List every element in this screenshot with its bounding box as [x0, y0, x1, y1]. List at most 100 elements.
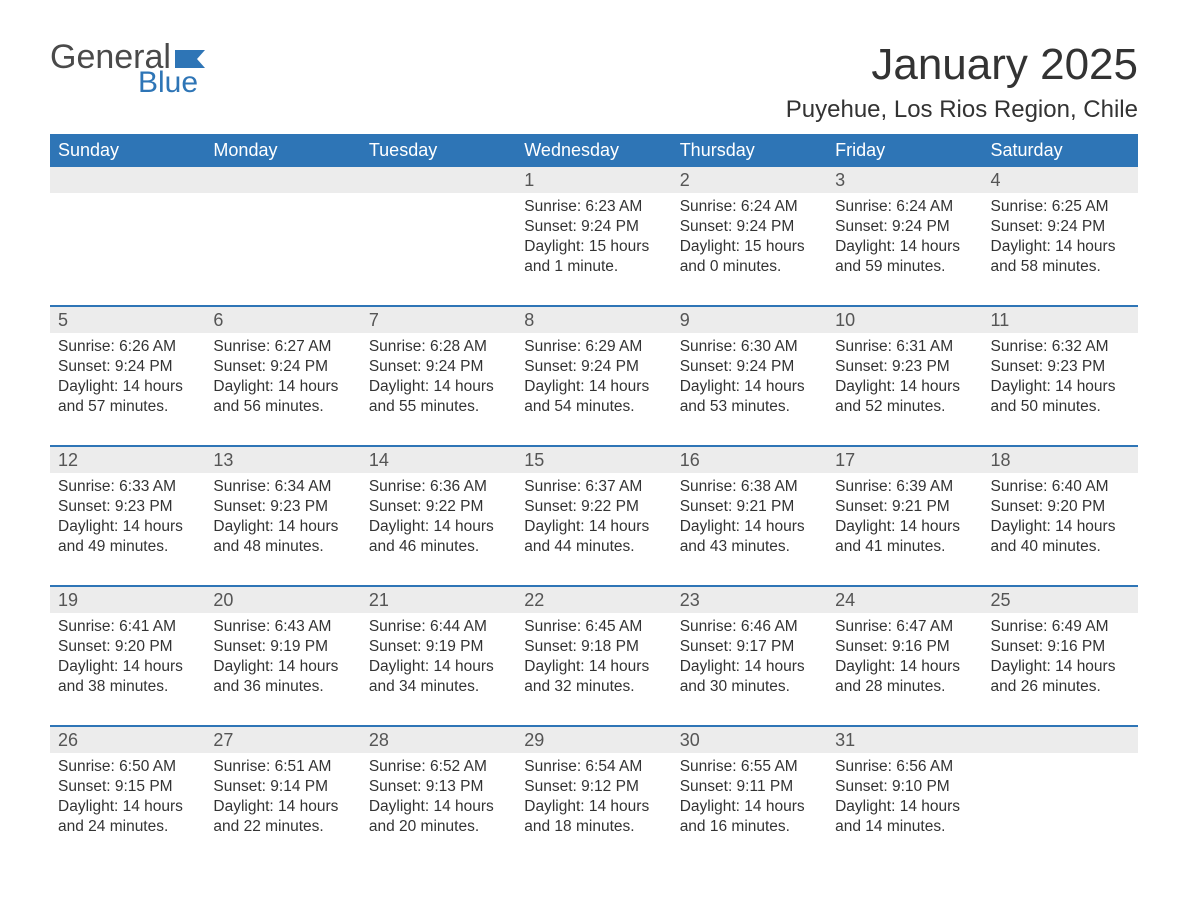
- day-body: Sunrise: 6:32 AMSunset: 9:23 PMDaylight:…: [983, 333, 1138, 424]
- day-body: Sunrise: 6:23 AMSunset: 9:24 PMDaylight:…: [516, 193, 671, 284]
- calendar-cell: 31Sunrise: 6:56 AMSunset: 9:10 PMDayligh…: [827, 727, 982, 865]
- day-day2: and 58 minutes.: [991, 257, 1130, 277]
- day-sunrise: Sunrise: 6:28 AM: [369, 337, 508, 357]
- day-sunset: Sunset: 9:19 PM: [369, 637, 508, 657]
- day-sunrise: Sunrise: 6:47 AM: [835, 617, 974, 637]
- day-number: 20: [205, 587, 360, 613]
- day-sunrise: Sunrise: 6:56 AM: [835, 757, 974, 777]
- day-day2: and 40 minutes.: [991, 537, 1130, 557]
- calendar-cell: 25Sunrise: 6:49 AMSunset: 9:16 PMDayligh…: [983, 587, 1138, 725]
- calendar-cell: 11Sunrise: 6:32 AMSunset: 9:23 PMDayligh…: [983, 307, 1138, 445]
- day-sunset: Sunset: 9:24 PM: [58, 357, 197, 377]
- day-number: 30: [672, 727, 827, 753]
- day-body: Sunrise: 6:33 AMSunset: 9:23 PMDaylight:…: [50, 473, 205, 564]
- calendar-cell: 23Sunrise: 6:46 AMSunset: 9:17 PMDayligh…: [672, 587, 827, 725]
- day-sunrise: Sunrise: 6:29 AM: [524, 337, 663, 357]
- day-day1: Daylight: 14 hours: [58, 517, 197, 537]
- day-day1: Daylight: 14 hours: [213, 377, 352, 397]
- day-day2: and 55 minutes.: [369, 397, 508, 417]
- day-body: Sunrise: 6:30 AMSunset: 9:24 PMDaylight:…: [672, 333, 827, 424]
- day-sunrise: Sunrise: 6:26 AM: [58, 337, 197, 357]
- day-day1: Daylight: 14 hours: [213, 657, 352, 677]
- day-sunset: Sunset: 9:23 PM: [58, 497, 197, 517]
- day-day1: Daylight: 14 hours: [213, 797, 352, 817]
- calendar-cell: 26Sunrise: 6:50 AMSunset: 9:15 PMDayligh…: [50, 727, 205, 865]
- calendar-cell: 16Sunrise: 6:38 AMSunset: 9:21 PMDayligh…: [672, 447, 827, 585]
- day-sunrise: Sunrise: 6:33 AM: [58, 477, 197, 497]
- day-header: Saturday: [983, 134, 1138, 167]
- day-sunrise: Sunrise: 6:55 AM: [680, 757, 819, 777]
- day-sunset: Sunset: 9:12 PM: [524, 777, 663, 797]
- calendar-week-row: 1Sunrise: 6:23 AMSunset: 9:24 PMDaylight…: [50, 167, 1138, 305]
- day-day2: and 0 minutes.: [680, 257, 819, 277]
- calendar-cell: 21Sunrise: 6:44 AMSunset: 9:19 PMDayligh…: [361, 587, 516, 725]
- day-day2: and 38 minutes.: [58, 677, 197, 697]
- day-day2: and 57 minutes.: [58, 397, 197, 417]
- day-header: Wednesday: [516, 134, 671, 167]
- day-sunrise: Sunrise: 6:24 AM: [835, 197, 974, 217]
- day-day1: Daylight: 15 hours: [524, 237, 663, 257]
- day-body: Sunrise: 6:27 AMSunset: 9:24 PMDaylight:…: [205, 333, 360, 424]
- day-day2: and 16 minutes.: [680, 817, 819, 837]
- day-number: 2: [672, 167, 827, 193]
- day-number: 3: [827, 167, 982, 193]
- day-sunset: Sunset: 9:24 PM: [213, 357, 352, 377]
- day-day2: and 48 minutes.: [213, 537, 352, 557]
- day-body: Sunrise: 6:40 AMSunset: 9:20 PMDaylight:…: [983, 473, 1138, 564]
- day-sunset: Sunset: 9:24 PM: [991, 217, 1130, 237]
- day-sunset: Sunset: 9:20 PM: [991, 497, 1130, 517]
- day-header: Friday: [827, 134, 982, 167]
- day-sunrise: Sunrise: 6:54 AM: [524, 757, 663, 777]
- day-body: Sunrise: 6:41 AMSunset: 9:20 PMDaylight:…: [50, 613, 205, 704]
- day-day1: Daylight: 14 hours: [680, 517, 819, 537]
- calendar-cell: 8Sunrise: 6:29 AMSunset: 9:24 PMDaylight…: [516, 307, 671, 445]
- day-day2: and 20 minutes.: [369, 817, 508, 837]
- day-day2: and 26 minutes.: [991, 677, 1130, 697]
- day-day1: Daylight: 14 hours: [524, 377, 663, 397]
- day-day2: and 22 minutes.: [213, 817, 352, 837]
- day-number: 21: [361, 587, 516, 613]
- day-sunset: Sunset: 9:24 PM: [680, 357, 819, 377]
- day-day1: Daylight: 14 hours: [369, 517, 508, 537]
- day-day1: Daylight: 14 hours: [524, 517, 663, 537]
- day-body: Sunrise: 6:34 AMSunset: 9:23 PMDaylight:…: [205, 473, 360, 564]
- day-number: 7: [361, 307, 516, 333]
- day-number: 8: [516, 307, 671, 333]
- day-day1: Daylight: 14 hours: [835, 377, 974, 397]
- day-day2: and 52 minutes.: [835, 397, 974, 417]
- calendar-cell: 1Sunrise: 6:23 AMSunset: 9:24 PMDaylight…: [516, 167, 671, 305]
- day-body: Sunrise: 6:43 AMSunset: 9:19 PMDaylight:…: [205, 613, 360, 704]
- calendar-week-row: 12Sunrise: 6:33 AMSunset: 9:23 PMDayligh…: [50, 447, 1138, 585]
- day-day2: and 28 minutes.: [835, 677, 974, 697]
- day-body: Sunrise: 6:47 AMSunset: 9:16 PMDaylight:…: [827, 613, 982, 704]
- day-header: Tuesday: [361, 134, 516, 167]
- day-sunrise: Sunrise: 6:30 AM: [680, 337, 819, 357]
- day-sunrise: Sunrise: 6:45 AM: [524, 617, 663, 637]
- day-sunset: Sunset: 9:14 PM: [213, 777, 352, 797]
- day-sunset: Sunset: 9:23 PM: [213, 497, 352, 517]
- day-day2: and 49 minutes.: [58, 537, 197, 557]
- day-body: Sunrise: 6:50 AMSunset: 9:15 PMDaylight:…: [50, 753, 205, 844]
- day-sunset: Sunset: 9:18 PM: [524, 637, 663, 657]
- day-sunset: Sunset: 9:24 PM: [524, 217, 663, 237]
- day-sunset: Sunset: 9:20 PM: [58, 637, 197, 657]
- day-body: Sunrise: 6:24 AMSunset: 9:24 PMDaylight:…: [672, 193, 827, 284]
- day-day1: Daylight: 14 hours: [369, 657, 508, 677]
- day-sunset: Sunset: 9:22 PM: [369, 497, 508, 517]
- day-sunrise: Sunrise: 6:23 AM: [524, 197, 663, 217]
- day-body: Sunrise: 6:55 AMSunset: 9:11 PMDaylight:…: [672, 753, 827, 844]
- day-day1: Daylight: 14 hours: [835, 657, 974, 677]
- day-body: Sunrise: 6:31 AMSunset: 9:23 PMDaylight:…: [827, 333, 982, 424]
- day-body: Sunrise: 6:24 AMSunset: 9:24 PMDaylight:…: [827, 193, 982, 284]
- page-title: January 2025: [786, 40, 1138, 90]
- day-sunset: Sunset: 9:23 PM: [835, 357, 974, 377]
- calendar-cell: 12Sunrise: 6:33 AMSunset: 9:23 PMDayligh…: [50, 447, 205, 585]
- day-body: Sunrise: 6:28 AMSunset: 9:24 PMDaylight:…: [361, 333, 516, 424]
- day-sunset: Sunset: 9:21 PM: [680, 497, 819, 517]
- day-number: 26: [50, 727, 205, 753]
- day-day1: Daylight: 14 hours: [213, 517, 352, 537]
- calendar-cell: 3Sunrise: 6:24 AMSunset: 9:24 PMDaylight…: [827, 167, 982, 305]
- day-sunrise: Sunrise: 6:32 AM: [991, 337, 1130, 357]
- day-sunrise: Sunrise: 6:37 AM: [524, 477, 663, 497]
- day-day1: Daylight: 14 hours: [524, 657, 663, 677]
